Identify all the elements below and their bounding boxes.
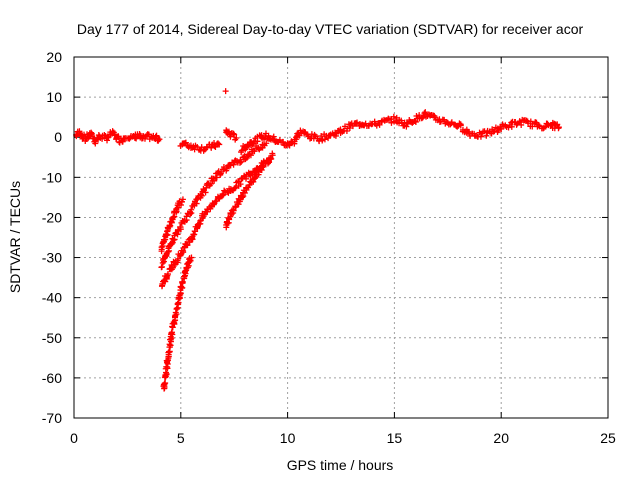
y-tick-label: -10 <box>42 169 62 185</box>
axis-ticks: 0 5 10 15 20 25 -70 -60 -50 -40 -30 -20 -10 0 10 20 <box>42 49 616 446</box>
series-2-points <box>222 88 229 95</box>
data-points <box>73 88 562 392</box>
x-tick-label: 25 <box>600 430 616 446</box>
y-tick-label: -30 <box>42 250 62 266</box>
y-axis-label: SDTVAR / TECUs <box>7 181 23 293</box>
y-tick-label: 20 <box>46 49 62 65</box>
series-0-points <box>73 128 163 147</box>
x-tick-label: 0 <box>70 430 78 446</box>
y-tick-label: 10 <box>46 89 62 105</box>
plot-frame <box>73 56 609 419</box>
y-tick-label: 0 <box>54 129 62 145</box>
x-axis-label: GPS time / hours <box>287 457 394 473</box>
y-tick-label: -40 <box>42 290 62 306</box>
series-7-points <box>158 140 270 271</box>
grid <box>74 57 608 418</box>
y-tick-label: -60 <box>42 370 62 386</box>
series-6-points <box>158 150 276 290</box>
series-5-points <box>160 254 195 392</box>
y-tick-label: -70 <box>42 410 62 426</box>
x-tick-label: 15 <box>387 430 403 446</box>
chart-title: Day 177 of 2014, Sidereal Day-to-day VTE… <box>77 21 584 37</box>
x-tick-label: 5 <box>177 430 185 446</box>
series-1-points <box>177 139 223 154</box>
x-tick-label: 20 <box>493 430 509 446</box>
y-tick-label: -50 <box>42 330 62 346</box>
series-4-points <box>238 109 562 156</box>
y-tick-label: -20 <box>42 209 62 225</box>
series-8-points <box>158 196 186 255</box>
series-3-points <box>223 127 240 143</box>
series-9-points <box>223 156 274 231</box>
x-tick-label: 10 <box>280 430 296 446</box>
